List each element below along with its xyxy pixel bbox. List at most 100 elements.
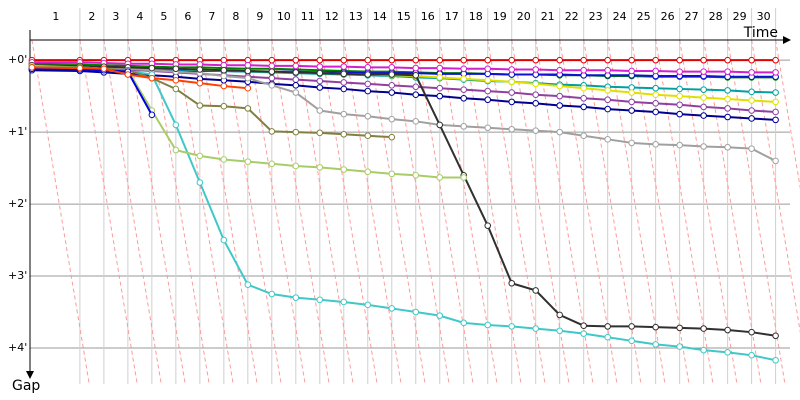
lap-point — [724, 105, 731, 112]
lap-point — [652, 108, 659, 116]
lap-point — [532, 66, 540, 73]
lap-point — [244, 105, 252, 112]
lap-point — [676, 324, 683, 332]
lap-point — [388, 64, 396, 71]
lap-point — [340, 70, 348, 78]
lap-point — [700, 56, 707, 64]
lap-point — [628, 107, 635, 114]
lap-point — [316, 56, 324, 64]
lap-point — [340, 130, 348, 138]
lap-point — [268, 68, 276, 75]
lap-point — [268, 74, 276, 82]
lap-point — [268, 128, 276, 135]
lap-point — [580, 56, 587, 64]
lap-point — [604, 136, 611, 143]
lap-point — [388, 82, 396, 89]
lap-point — [364, 80, 372, 88]
lap-point — [196, 102, 204, 109]
lap-point — [700, 103, 707, 111]
lap-point — [556, 66, 563, 74]
lap-point — [580, 322, 587, 330]
lap-point — [340, 79, 348, 86]
lap-point — [484, 124, 492, 132]
lap-label: 22 — [565, 10, 579, 23]
lap-point — [628, 67, 635, 75]
lap-label: 10 — [277, 10, 291, 23]
lap-point — [220, 156, 228, 163]
lap-point — [724, 326, 731, 334]
lap-point — [772, 108, 779, 116]
lap-point — [220, 66, 228, 74]
lap-point — [292, 62, 300, 70]
lap-point — [676, 92, 683, 100]
lap-point — [340, 63, 348, 70]
y-tick-label: +0' — [8, 53, 27, 66]
y-tick-label: +2' — [8, 197, 27, 210]
lap-point — [652, 323, 659, 331]
lap-point — [292, 294, 300, 301]
lap-point — [748, 351, 755, 359]
lap-point — [436, 56, 444, 64]
lap-label: 12 — [325, 10, 339, 23]
lap-diagonal — [79, 39, 138, 385]
lap-point — [316, 107, 324, 114]
lap-diagonal — [223, 39, 282, 385]
lap-point — [748, 88, 755, 96]
lap-point — [268, 62, 276, 70]
lap-point — [364, 168, 372, 175]
lap-point — [316, 84, 324, 91]
lap-label: 18 — [469, 10, 483, 23]
lap-point — [508, 279, 516, 287]
lap-point — [76, 64, 84, 72]
lap-point — [244, 61, 252, 69]
lap-point — [148, 64, 156, 72]
lap-label: 29 — [733, 10, 747, 23]
lap-point — [412, 308, 420, 316]
lap-point — [436, 64, 444, 72]
lap-point — [676, 56, 683, 64]
lap-diagonal — [775, 39, 800, 190]
lap-point — [196, 179, 204, 186]
y-axis-title: Gap — [12, 378, 40, 394]
lap-point — [196, 66, 204, 73]
lap-point — [508, 98, 516, 106]
lap-point — [244, 158, 252, 165]
lap-point — [292, 162, 300, 170]
lap-point — [580, 66, 587, 74]
lap-diagonal — [127, 39, 186, 385]
lap-point — [508, 78, 516, 86]
lap-diagonal — [175, 39, 234, 385]
lap-label: 16 — [421, 10, 435, 23]
y-tick-label: +4' — [8, 341, 27, 354]
lap-label: 25 — [637, 10, 651, 23]
lap-point — [220, 82, 228, 90]
lap-diagonal — [367, 39, 426, 385]
lap-point — [388, 115, 396, 123]
lap-point — [508, 323, 516, 330]
lap-label: 5 — [160, 10, 167, 23]
lap-label: 11 — [301, 10, 315, 23]
lap-point — [196, 152, 204, 160]
lap-point — [724, 143, 731, 151]
lap-point — [580, 132, 587, 140]
lap-point — [316, 63, 324, 70]
lap-point — [652, 56, 659, 64]
lap-point — [268, 56, 276, 64]
lap-point — [700, 346, 707, 354]
lap-point — [532, 287, 540, 294]
lap-point — [244, 67, 252, 75]
lap-point — [28, 64, 36, 71]
lap-label: 8 — [232, 10, 239, 23]
lap-point — [436, 121, 444, 129]
lap-point — [772, 98, 779, 106]
lap-point — [460, 123, 468, 130]
lap-point — [628, 98, 635, 106]
lap-point — [316, 296, 324, 304]
lap-point — [388, 305, 396, 312]
lap-point — [580, 330, 587, 337]
lap-point — [340, 298, 348, 306]
lap-point — [148, 111, 156, 119]
lap-point — [436, 312, 444, 319]
lap-point — [772, 356, 779, 364]
lap-point — [172, 65, 180, 73]
